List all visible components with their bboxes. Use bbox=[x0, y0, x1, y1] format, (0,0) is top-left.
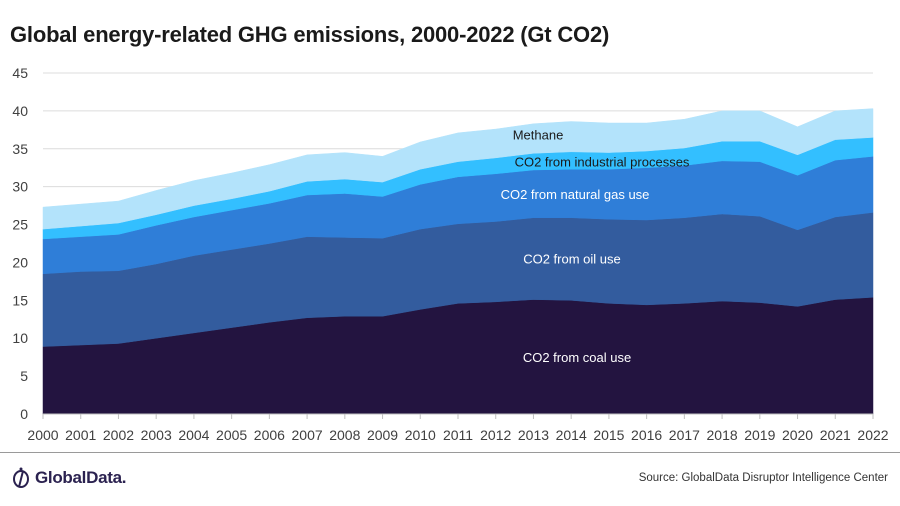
x-tick-label: 2015 bbox=[593, 427, 624, 443]
x-tick-label: 2010 bbox=[405, 427, 436, 443]
logo-text: GlobalData. bbox=[35, 468, 127, 487]
y-tick-label: 45 bbox=[12, 65, 28, 81]
x-tick-label: 2002 bbox=[103, 427, 134, 443]
y-tick-label: 35 bbox=[12, 141, 28, 157]
axes: 0 5 10 15 20 25 30 35 40 45 2000 2001 2002 2003 2004 20… bbox=[12, 65, 888, 443]
chart-title: Global energy-related GHG emissions, 200… bbox=[10, 22, 610, 47]
series-label-industrial: CO2 from industrial processes bbox=[515, 155, 690, 170]
x-tick-label: 2000 bbox=[27, 427, 58, 443]
x-tick-label: 2006 bbox=[254, 427, 285, 443]
series-label-gas: CO2 from natural gas use bbox=[501, 187, 650, 202]
x-tick-label: 2018 bbox=[707, 427, 738, 443]
globaldata-logo-icon bbox=[13, 467, 29, 488]
series-labels: CO2 from coal use CO2 from oil use CO2 fro… bbox=[501, 127, 690, 364]
stacked-area-chart: 0 5 10 15 20 25 30 35 40 45 2000 2001 2002 2003 2004 20… bbox=[12, 65, 888, 443]
x-tick-label: 2004 bbox=[178, 427, 209, 443]
x-tick-label: 2022 bbox=[857, 427, 888, 443]
x-tick-label: 2007 bbox=[292, 427, 323, 443]
globaldata-logo: GlobalData. bbox=[12, 467, 126, 489]
x-tick-label: 2017 bbox=[669, 427, 700, 443]
x-tick-label: 2020 bbox=[782, 427, 813, 443]
footer-divider bbox=[0, 452, 900, 453]
x-tick-label: 2013 bbox=[518, 427, 549, 443]
source-note: Source: GlobalData Disruptor Intelligenc… bbox=[638, 472, 888, 484]
series-label-coal: CO2 from coal use bbox=[523, 350, 631, 365]
y-tick-label: 10 bbox=[12, 330, 28, 346]
x-tick-label: 2011 bbox=[443, 427, 473, 443]
y-tick-label: 30 bbox=[12, 179, 28, 195]
area-methane bbox=[42, 108, 874, 230]
x-tick-label: 2019 bbox=[744, 427, 775, 443]
y-tick-label: 15 bbox=[12, 292, 28, 308]
y-tick-label: 40 bbox=[12, 103, 28, 119]
x-tick-label: 2012 bbox=[480, 427, 511, 443]
x-tick-label: 2016 bbox=[631, 427, 662, 443]
y-tick-label: 25 bbox=[12, 217, 28, 233]
x-tick-label: 2003 bbox=[141, 427, 172, 443]
area-series bbox=[42, 108, 874, 415]
x-tick-label: 2005 bbox=[216, 427, 247, 443]
y-tick-label: 5 bbox=[20, 368, 28, 384]
x-tick-label: 2014 bbox=[556, 427, 587, 443]
y-tick-label: 0 bbox=[20, 406, 28, 422]
y-tick-label: 20 bbox=[12, 254, 28, 270]
x-tick-label: 2001 bbox=[65, 427, 96, 443]
x-tick-label: 2021 bbox=[820, 427, 851, 443]
x-tick-label: 2009 bbox=[367, 427, 398, 443]
x-tick-label: 2008 bbox=[329, 427, 360, 443]
series-label-oil: CO2 from oil use bbox=[523, 252, 621, 267]
series-label-methane: Methane bbox=[513, 127, 564, 142]
